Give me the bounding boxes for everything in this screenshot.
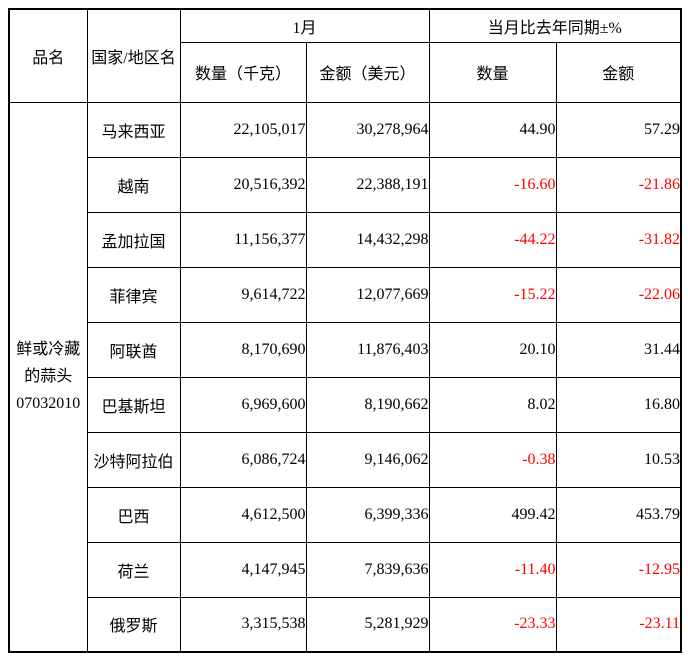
quantity-cell: 20,516,392 [179, 156, 307, 213]
yoy-amount-cell: 57.29 [555, 101, 682, 158]
column-header-product: 品名 [8, 8, 88, 103]
yoy-quantity-cell: 8.02 [428, 376, 557, 433]
yoy-quantity-cell: -23.33 [428, 596, 557, 653]
table-row: 沙特阿拉伯 6,086,724 9,146,062 -0.38 10.53 [9, 431, 682, 488]
column-header-yoy-quantity: 数量 [428, 41, 557, 103]
trade-data-table: 品名 国家/地区名 1月 当月比去年同期±% 数量（千克） 金额（美元） 数量 … [8, 8, 683, 653]
amount-cell: 12,077,669 [305, 266, 430, 323]
column-group-yoy-change: 当月比去年同期±% [428, 8, 682, 43]
quantity-cell: 6,969,600 [179, 376, 307, 433]
amount-cell: 6,399,336 [305, 486, 430, 543]
amount-cell: 7,839,636 [305, 541, 430, 598]
quantity-cell: 22,105,017 [179, 101, 307, 158]
table-row: 巴西 4,612,500 6,399,336 499.42 453.79 [9, 486, 682, 543]
country-cell: 沙特阿拉伯 [86, 431, 181, 488]
yoy-quantity-cell: 44.90 [428, 101, 557, 158]
yoy-amount-cell: 10.53 [555, 431, 682, 488]
product-hs-code: 07032010 [16, 395, 81, 413]
product-cell: 鲜或冷藏的蒜头 07032010 [8, 101, 88, 653]
yoy-quantity-cell: 20.10 [428, 321, 557, 378]
yoy-amount-cell: -23.11 [555, 596, 682, 653]
country-cell: 荷兰 [86, 541, 181, 598]
country-cell: 越南 [86, 156, 181, 213]
quantity-cell: 8,170,690 [179, 321, 307, 378]
table-row: 俄罗斯 3,315,538 5,281,929 -23.33 -23.11 [9, 596, 682, 653]
country-cell: 俄罗斯 [86, 596, 181, 653]
quantity-cell: 9,614,722 [179, 266, 307, 323]
table-row: 阿联酋 8,170,690 11,876,403 20.10 31.44 [9, 321, 682, 378]
yoy-amount-cell: -31.82 [555, 211, 682, 268]
table-row: 越南 20,516,392 22,388,191 -16.60 -21.86 [9, 156, 682, 213]
yoy-quantity-cell: -16.60 [428, 156, 557, 213]
column-header-yoy-amount: 金额 [555, 41, 682, 103]
amount-cell: 8,190,662 [305, 376, 430, 433]
amount-cell: 9,146,062 [305, 431, 430, 488]
country-cell: 巴基斯坦 [86, 376, 181, 433]
yoy-amount-cell: -21.86 [555, 156, 682, 213]
table-row: 鲜或冷藏的蒜头 07032010 马来西亚 22,105,017 30,278,964 4… [8, 101, 682, 653]
product-name: 鲜或冷藏的蒜头 [16, 341, 81, 386]
table-body: 鲜或冷藏的蒜头 07032010 马来西亚 22,105,017 30,278,964 4… [8, 101, 682, 653]
column-header-country: 国家/地区名 [86, 8, 181, 103]
amount-cell: 22,388,191 [305, 156, 430, 213]
quantity-cell: 3,315,538 [179, 596, 307, 653]
yoy-quantity-cell: -44.22 [428, 211, 557, 268]
quantity-cell: 4,612,500 [179, 486, 307, 543]
yoy-quantity-cell: -15.22 [428, 266, 557, 323]
table-row: 菲律宾 9,614,722 12,077,669 -15.22 -22.06 [9, 266, 682, 323]
column-group-january: 1月 [179, 8, 430, 43]
quantity-cell: 6,086,724 [179, 431, 307, 488]
amount-cell: 5,281,929 [305, 596, 430, 653]
table-row: 孟加拉国 11,156,377 14,432,298 -44.22 -31.82 [9, 211, 682, 268]
yoy-amount-cell: 16.80 [555, 376, 682, 433]
amount-cell: 30,278,964 [305, 101, 430, 158]
country-cell: 阿联酋 [86, 321, 181, 378]
yoy-quantity-cell: -0.38 [428, 431, 557, 488]
table-row: 巴基斯坦 6,969,600 8,190,662 8.02 16.80 [9, 376, 682, 433]
amount-cell: 11,876,403 [305, 321, 430, 378]
yoy-quantity-cell: -11.40 [428, 541, 557, 598]
column-header-amount-usd: 金额（美元） [305, 41, 430, 103]
quantity-cell: 4,147,945 [179, 541, 307, 598]
yoy-quantity-cell: 499.42 [428, 486, 557, 543]
yoy-amount-cell: 453.79 [555, 486, 682, 543]
table-row: 荷兰 4,147,945 7,839,636 -11.40 -12.95 [9, 541, 682, 598]
amount-cell: 14,432,298 [305, 211, 430, 268]
yoy-amount-cell: -22.06 [555, 266, 682, 323]
column-header-quantity-kg: 数量（千克） [179, 41, 307, 103]
country-cell: 马来西亚 [86, 101, 181, 158]
country-cell: 菲律宾 [86, 266, 181, 323]
country-cell: 孟加拉国 [86, 211, 181, 268]
quantity-cell: 11,156,377 [179, 211, 307, 268]
yoy-amount-cell: -12.95 [555, 541, 682, 598]
yoy-amount-cell: 31.44 [555, 321, 682, 378]
country-cell: 巴西 [86, 486, 181, 543]
